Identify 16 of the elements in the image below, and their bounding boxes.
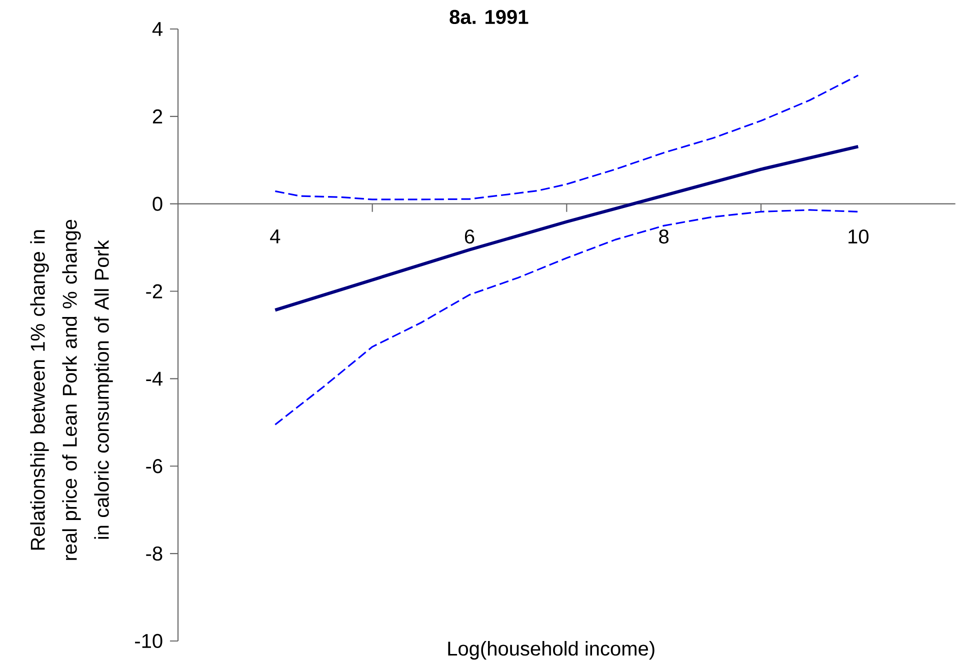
chart-title: 8a. 1991 — [450, 10, 528, 24]
y-tick-label: 0 — [152, 196, 162, 211]
y-tick-label: -8 — [146, 546, 162, 561]
y-axis-title: Relationship between 1% change in real price of Lean Pork and % change in caloric consumption of All Pork — [30, 220, 113, 560]
line-series — [274, 74, 859, 200]
x-tick-label: 4 — [270, 229, 280, 244]
y-tick-label: -2 — [146, 284, 162, 298]
x-tick-label: 6 — [464, 229, 474, 244]
y-tick-label: 4 — [152, 22, 162, 36]
y-tick-label: 2 — [152, 109, 162, 124]
x-tick-label: 10 — [848, 229, 868, 244]
x-tick-label: 8 — [659, 229, 669, 244]
y-tick-label: -10 — [135, 634, 162, 648]
x-axis-title: Log(household income) — [448, 641, 654, 660]
y-tick-label: -4 — [146, 372, 162, 386]
y-tick-label: -6 — [146, 459, 162, 474]
